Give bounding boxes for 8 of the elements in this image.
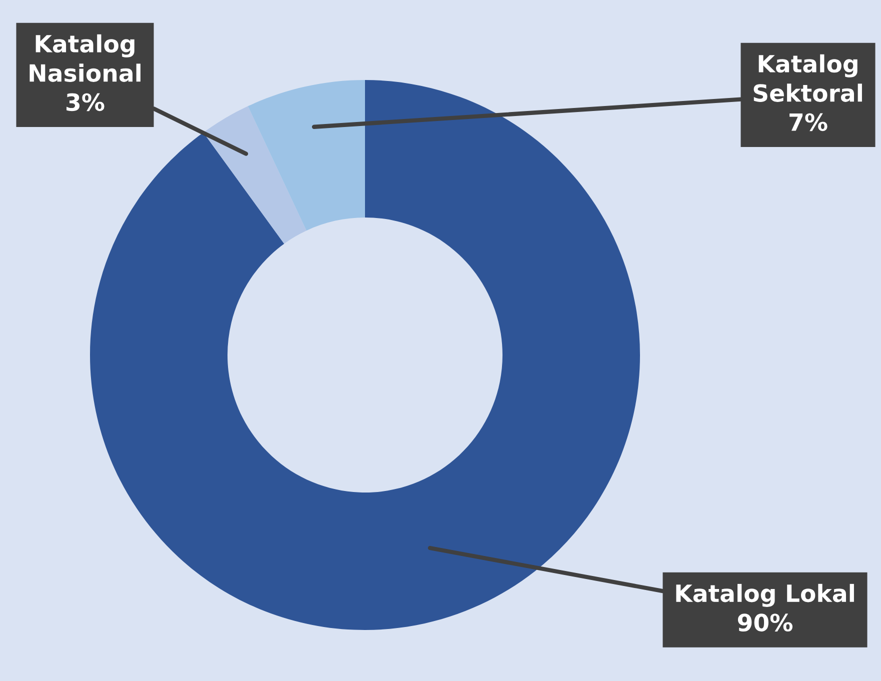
slice-label: Katalog Sektoral — [754, 54, 862, 102]
data-label: 3% — [66, 93, 104, 112]
donut-slice — [248, 80, 365, 231]
data-label: 7% — [790, 113, 828, 132]
data-label: 90% — [738, 614, 793, 632]
donut-slice — [203, 106, 306, 244]
slice-label: Katalog Lokal — [676, 584, 854, 607]
slice-label: Katalog Nasional — [30, 34, 140, 82]
